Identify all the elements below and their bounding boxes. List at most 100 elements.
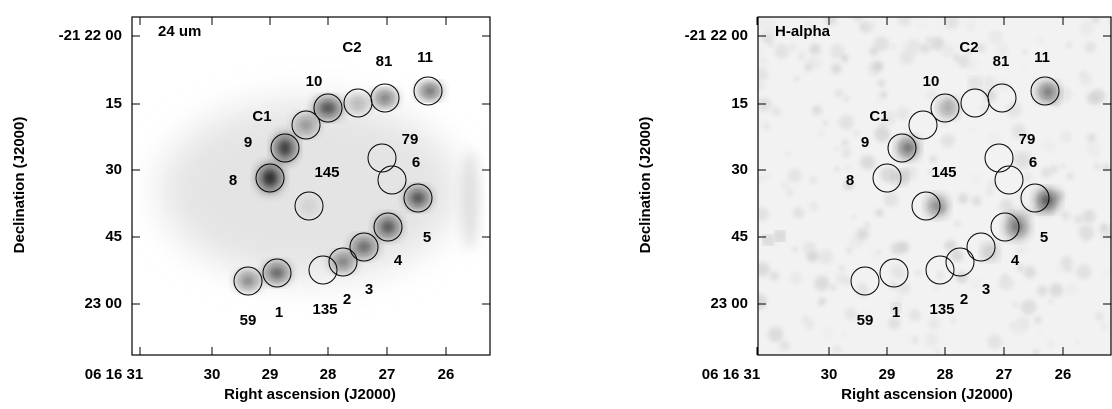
region-label: 145 (314, 164, 339, 181)
region-label: 4 (1011, 252, 1020, 269)
aperture (930, 93, 960, 123)
aperture (908, 110, 938, 140)
aperture (413, 76, 443, 106)
region-label: 1 (275, 304, 283, 321)
y-tick-label: 30 (105, 161, 122, 178)
region-label: 81 (376, 53, 393, 70)
x-tick-label: 06 16 31 (702, 366, 760, 383)
x-tick-label: 29 (262, 366, 279, 383)
band-label: H-alpha (775, 23, 831, 40)
region-label: 11 (417, 49, 433, 66)
x-axis-label: Right ascension (J2000) (224, 386, 396, 403)
band-label: 24 um (158, 23, 201, 40)
aperture (313, 93, 343, 123)
x-tick-label: 28 (320, 366, 337, 383)
aperture (984, 143, 1014, 173)
region-label: 9 (244, 134, 252, 151)
aperture (966, 232, 996, 262)
y-tick-label: 23 00 (84, 295, 122, 312)
region-label: 2 (343, 291, 351, 308)
y-axis-label: Declination (J2000) (11, 117, 28, 254)
aperture (990, 212, 1020, 242)
aperture (911, 191, 941, 221)
y-tick-label: 15 (731, 95, 748, 112)
x-tick-label: 29 (879, 366, 896, 383)
region-label: 135 (312, 301, 337, 318)
region-label: 79 (1019, 131, 1036, 148)
region-label: 3 (365, 281, 373, 298)
region-label: 2 (960, 291, 968, 308)
aperture (270, 133, 300, 163)
aperture (370, 83, 400, 113)
region-label: C2 (342, 39, 361, 56)
x-axis-label: Right ascension (J2000) (841, 386, 1013, 403)
aperture (887, 133, 917, 163)
frame (131, 16, 491, 356)
x-tick-label: 06 16 31 (85, 366, 143, 383)
region-label: 79 (402, 131, 419, 148)
region-label: 81 (993, 53, 1010, 70)
region-label: 59 (857, 312, 874, 329)
aperture (367, 143, 397, 173)
region-label: 11 (1034, 49, 1050, 66)
aperture (925, 255, 955, 285)
x-tick-label: 27 (996, 366, 1013, 383)
region-label: 135 (929, 301, 954, 318)
aperture (308, 255, 338, 285)
aperture (994, 165, 1024, 195)
y-tick-label: -21 22 00 (685, 27, 748, 44)
region-label: 9 (861, 134, 869, 151)
aperture (255, 163, 285, 193)
x-tick-label: 30 (204, 366, 221, 383)
aperture (872, 163, 902, 193)
y-tick-label: 15 (105, 95, 122, 112)
x-tick-label: 26 (438, 366, 455, 383)
region-label: C1 (252, 108, 271, 125)
region-label: 10 (923, 73, 940, 90)
sky-image (132, 17, 490, 355)
region-label: C2 (959, 39, 978, 56)
region-label: 3 (982, 281, 990, 298)
region-label: 5 (1040, 229, 1048, 246)
aperture (233, 266, 263, 296)
region-label: 4 (394, 252, 403, 269)
aperture (987, 83, 1017, 113)
y-tick-label: 30 (731, 161, 748, 178)
y-tick-label: 23 00 (710, 295, 748, 312)
aperture (1030, 76, 1060, 106)
region-label: 5 (423, 229, 431, 246)
region-label: 59 (240, 312, 257, 329)
region-label: 6 (1029, 154, 1037, 171)
aperture (945, 247, 975, 277)
aperture (291, 110, 321, 140)
aperture (328, 247, 358, 277)
region-label: 145 (931, 164, 956, 181)
aperture (294, 191, 324, 221)
aperture (377, 165, 407, 195)
region-label: 1 (892, 304, 900, 321)
x-tick-label: 26 (1055, 366, 1072, 383)
region-label: C1 (869, 108, 888, 125)
aperture (850, 266, 880, 296)
aperture (349, 232, 379, 262)
x-tick-label: 27 (379, 366, 396, 383)
aperture (403, 183, 433, 213)
y-tick-label: 45 (105, 228, 122, 245)
aperture (879, 258, 909, 288)
region-label: 8 (229, 172, 237, 189)
aperture (373, 212, 403, 242)
region-label: 8 (846, 172, 854, 189)
aperture (262, 258, 292, 288)
region-label: 10 (306, 73, 323, 90)
region-label: 6 (412, 154, 420, 171)
x-tick-label: 30 (821, 366, 838, 383)
y-tick-label: -21 22 00 (59, 27, 122, 44)
aperture (1020, 183, 1050, 213)
y-tick-label: 45 (731, 228, 748, 245)
frame (757, 16, 1112, 356)
x-tick-label: 28 (937, 366, 954, 383)
y-axis-label: Declination (J2000) (637, 117, 654, 254)
